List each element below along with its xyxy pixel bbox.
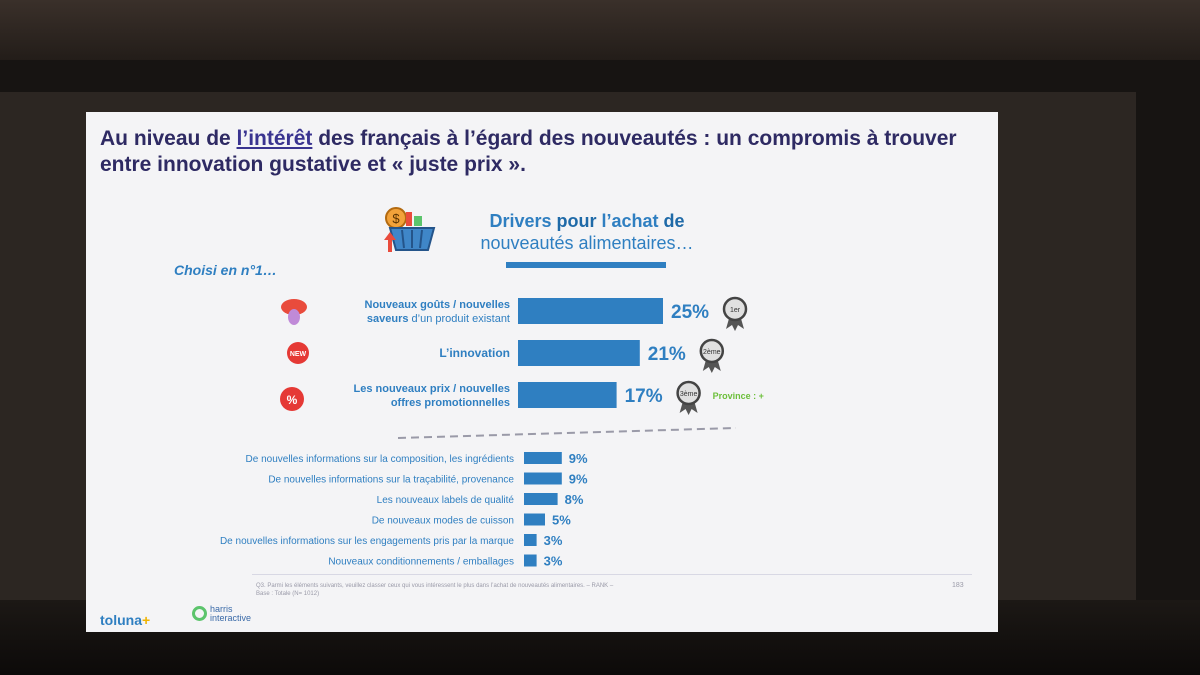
header-text-de: de	[658, 211, 685, 231]
bar-top-3	[518, 382, 617, 408]
medal-icon-1	[722, 296, 748, 322]
medal-icon-2	[699, 338, 725, 364]
bar-value-label-top-1: 25%	[671, 302, 709, 323]
harris-logo-line-1: harris	[210, 604, 233, 614]
bar-top-2	[518, 340, 640, 366]
header-bold-achat: l’achat	[601, 211, 659, 231]
bar-other-5	[524, 534, 537, 546]
percent-badge-glyph: %	[287, 393, 298, 407]
new-badge-icon	[287, 342, 309, 364]
tongue-tip-icon	[288, 309, 300, 325]
bar-chart: 25% 1er Nouveaux goûts / nouvelles saveurs …	[220, 296, 764, 569]
bar-value-label-other-5: 3%	[544, 533, 563, 548]
title-part-2: des français à l’égard des nouveautés : …	[100, 127, 957, 176]
bar-other-1	[524, 452, 562, 464]
bar-other-3	[524, 493, 558, 505]
toluna-logo-text: toluna	[100, 612, 142, 628]
bar-label-top-1-line-1: Nouveaux goûts / nouvelles	[365, 299, 510, 311]
header-text-pour: pour	[551, 211, 602, 231]
bar-value-label-other-4: 5%	[552, 513, 571, 528]
bar-label-top-3-line-2: offres promotionnelles	[391, 397, 510, 409]
bar-value-label-top-3: 17%	[625, 386, 663, 407]
tongue-icon	[281, 299, 307, 315]
header-underline	[506, 262, 666, 268]
bar-other-6	[524, 554, 537, 567]
province-note: Province : +	[713, 391, 764, 401]
bar-label-top-3-line-1: Les nouveaux prix / nouvelles	[354, 383, 511, 395]
bar-top-1	[518, 298, 663, 324]
chart-header-line-2: nouveautés alimentaires…	[480, 233, 694, 253]
footnote-base: Base : Totale (N= 1012)	[256, 591, 320, 597]
title-underlined-word: l’intérêt	[236, 127, 313, 150]
bar-other-4	[524, 513, 545, 526]
bar-label-other-5: De nouvelles informations sur les engage…	[220, 536, 514, 547]
toluna-plus-icon: +	[142, 612, 151, 628]
title-part-1: Au niveau de	[100, 127, 237, 150]
toluna-logo: toluna+	[100, 612, 150, 628]
bar-value-label-other-6: 3%	[544, 554, 563, 569]
shopping-basket-icon: $	[384, 207, 436, 252]
room-background-top	[0, 0, 1200, 60]
slide: Au niveau de l’intérêt des français à l’…	[86, 112, 998, 632]
footer-divider	[252, 574, 972, 575]
bar-value-label-other-2: 9%	[569, 472, 588, 487]
slide-title: Au niveau de l’intérêt des français à l’…	[100, 126, 980, 178]
medal-rank-label-3: 3ème	[680, 391, 698, 398]
medal-icon-3	[676, 380, 701, 406]
bar-label-other-3: Les nouveaux labels de qualité	[377, 495, 515, 506]
bar-value-label-other-1: 9%	[569, 451, 588, 466]
svg-text:$: $	[392, 211, 400, 226]
bar-label-top-2: L’innovation	[439, 346, 510, 360]
bar-label-top-1-line-2: saveurs d’un produit existant	[367, 313, 510, 325]
bar-label-other-1: De nouvelles informations sur la composi…	[246, 454, 514, 465]
choisi-label: Choisi en n°1…	[174, 262, 277, 278]
chart-header-line-1: Drivers pour l’achat de	[452, 210, 722, 232]
bar-label-other-4: De nouveaux modes de cuisson	[372, 516, 514, 527]
footnote: Q3. Parmi les éléments suivants, veuille…	[256, 582, 756, 598]
harris-logo: harris interactive	[210, 605, 251, 623]
bar-other-2	[524, 472, 562, 485]
bar-label-other-6: Nouveaux conditionnements / emballages	[328, 557, 514, 568]
footnote-question: Q3. Parmi les éléments suivants, veuille…	[256, 583, 614, 589]
bar-value-label-top-2: 21%	[648, 344, 686, 365]
percent-badge-icon	[280, 387, 304, 411]
bar-value-label-other-3: 8%	[565, 492, 584, 507]
chart-header: Drivers pour l’achat de nouveautés alime…	[452, 210, 722, 254]
bar-label-other-2: De nouvelles informations sur la traçabi…	[268, 475, 514, 486]
dashed-divider	[397, 427, 737, 439]
harris-ring-icon	[192, 606, 207, 621]
header-bold-drivers: Drivers	[489, 211, 552, 231]
new-badge-text: NEW	[290, 351, 307, 358]
medal-rank-label-1: 1er	[730, 307, 741, 314]
harris-logo-line-2: interactive	[210, 613, 252, 623]
page-number: 183	[952, 582, 964, 589]
medal-rank-label-2: 2ème	[703, 349, 721, 356]
